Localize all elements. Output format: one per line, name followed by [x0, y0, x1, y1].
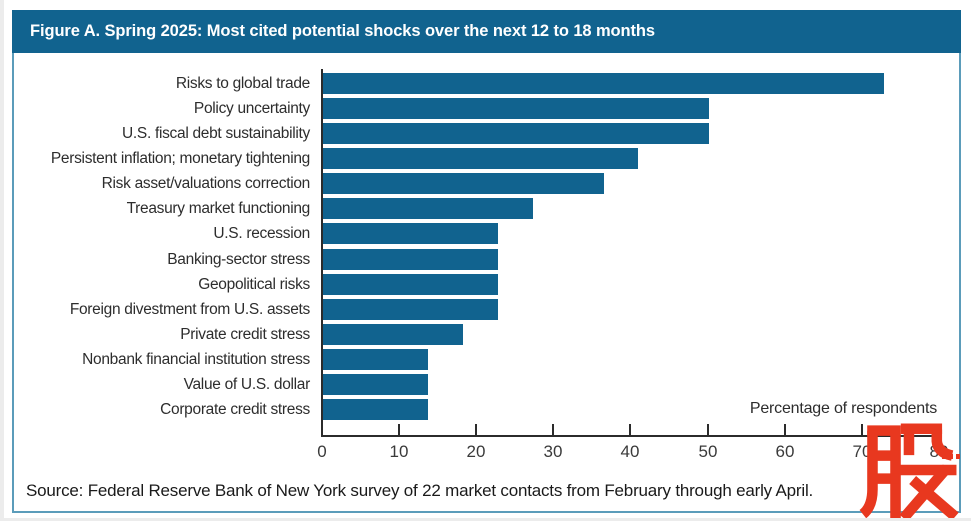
x-axis-tick-label: 0 — [317, 442, 327, 461]
source-note: Source: Federal Reserve Bank of New York… — [26, 481, 814, 500]
x-axis-tick-label: 50 — [698, 442, 718, 461]
bar — [323, 198, 533, 219]
y-axis-line — [321, 69, 323, 437]
x-axis-tick-label: 70 — [852, 442, 872, 461]
category-label: Treasury market functioning — [126, 200, 311, 217]
bar — [323, 399, 428, 420]
x-axis-unit-label: Percentage of respondents — [749, 400, 937, 417]
figure-title: Figure A. Spring 2025: Most cited potent… — [30, 22, 655, 40]
x-axis-tick — [475, 424, 477, 435]
category-label: U.S. fiscal debt sustainability — [122, 125, 310, 142]
bar — [323, 249, 498, 270]
watermark-dots-icon — [942, 454, 960, 459]
bar — [323, 349, 428, 370]
bar — [323, 223, 498, 244]
page-edge-shadow-bottom — [0, 518, 971, 521]
page-edge-shadow-left — [0, 0, 4, 521]
x-axis-line — [321, 435, 941, 437]
x-axis-tick-label: 20 — [466, 442, 486, 461]
x-axis-tick — [861, 424, 863, 435]
bar — [323, 148, 638, 169]
category-label: Corporate credit stress — [160, 401, 310, 418]
category-label: Persistent inflation; monetary tightenin… — [50, 150, 310, 167]
category-label: Risks to global trade — [175, 75, 310, 92]
bar — [323, 324, 463, 345]
bar — [323, 73, 884, 94]
x-axis-tick — [629, 424, 631, 435]
bar — [323, 98, 709, 119]
x-axis-tick-label: 40 — [620, 442, 640, 461]
x-axis-tick-label: 10 — [389, 442, 409, 461]
category-label: U.S. recession — [213, 225, 310, 242]
cjk-character-gu-icon — [859, 423, 959, 518]
figure-header-bar: Figure A. Spring 2025: Most cited potent… — [12, 10, 961, 53]
bar — [323, 123, 709, 144]
category-label: Geopolitical risks — [198, 276, 310, 293]
category-label: Nonbank financial institution stress — [82, 351, 310, 368]
bar — [323, 374, 428, 395]
red-cjk-watermark — [854, 420, 971, 521]
category-label: Policy uncertainty — [193, 100, 310, 117]
bar — [323, 299, 498, 320]
x-axis-tick — [552, 424, 554, 435]
category-label: Value of U.S. dollar — [183, 376, 311, 393]
category-label: Risk asset/valuations correction — [101, 175, 311, 192]
x-axis-tick — [784, 424, 786, 435]
x-axis-tick — [398, 424, 400, 435]
category-label: Foreign divestment from U.S. assets — [69, 301, 310, 318]
x-axis-tick-label: 30 — [543, 442, 563, 461]
category-label: Private credit stress — [180, 326, 310, 343]
bar — [323, 173, 604, 194]
bar — [323, 274, 498, 295]
x-axis-tick-label: 60 — [775, 442, 795, 461]
x-axis-tick — [707, 424, 709, 435]
category-label: Banking-sector stress — [167, 251, 310, 268]
